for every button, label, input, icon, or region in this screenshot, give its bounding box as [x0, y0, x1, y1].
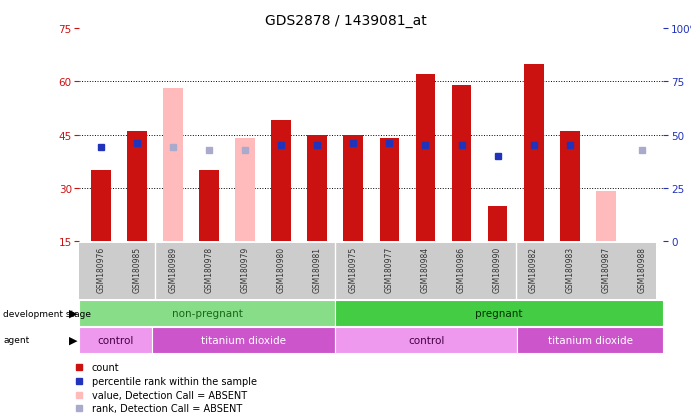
Text: GSM180988: GSM180988	[637, 247, 646, 292]
Text: GSM180979: GSM180979	[240, 247, 249, 292]
Bar	[596, 192, 616, 242]
Text: titanium dioxide: titanium dioxide	[201, 335, 286, 345]
Text: non-pregnant: non-pregnant	[172, 308, 243, 318]
Text: GSM180980: GSM180980	[277, 247, 286, 292]
Text: GSM180989: GSM180989	[169, 247, 178, 292]
Bar	[343, 135, 363, 242]
Text: GSM180983: GSM180983	[565, 247, 574, 292]
Bar	[524, 64, 544, 242]
Text: pregnant: pregnant	[475, 308, 523, 318]
Text: control: control	[97, 335, 134, 345]
Text: GSM180982: GSM180982	[529, 247, 538, 292]
Bar	[452, 85, 471, 242]
Bar	[415, 75, 435, 242]
Text: titanium dioxide: titanium dioxide	[548, 335, 633, 345]
Text: GDS2878 / 1439081_at: GDS2878 / 1439081_at	[265, 14, 426, 28]
Text: GSM180987: GSM180987	[601, 247, 610, 292]
Text: ▶: ▶	[69, 335, 77, 345]
Bar	[335, 327, 518, 353]
Text: ▶: ▶	[69, 308, 77, 318]
Text: GSM180985: GSM180985	[133, 247, 142, 292]
Text: GSM180984: GSM180984	[421, 247, 430, 292]
Bar	[79, 327, 153, 353]
Bar	[560, 132, 580, 242]
Text: GSM180990: GSM180990	[493, 247, 502, 292]
Bar	[307, 135, 328, 242]
Bar	[518, 327, 663, 353]
Text: control: control	[408, 335, 444, 345]
Bar	[79, 300, 335, 326]
Text: GSM180976: GSM180976	[97, 247, 106, 292]
Text: GSM180975: GSM180975	[349, 247, 358, 292]
Text: GSM180981: GSM180981	[313, 247, 322, 292]
Bar	[163, 89, 183, 242]
Text: GSM180977: GSM180977	[385, 247, 394, 292]
Bar	[91, 171, 111, 242]
Bar	[199, 171, 219, 242]
Bar	[379, 139, 399, 242]
Bar	[236, 139, 255, 242]
Text: development stage: development stage	[3, 309, 91, 318]
Bar	[272, 121, 291, 242]
Text: rank, Detection Call = ABSENT: rank, Detection Call = ABSENT	[92, 404, 242, 413]
Text: agent: agent	[3, 335, 30, 344]
Bar	[488, 206, 507, 242]
Bar	[127, 132, 147, 242]
Bar	[153, 327, 335, 353]
Text: GSM180978: GSM180978	[205, 247, 214, 292]
Bar	[335, 300, 663, 326]
Text: value, Detection Call = ABSENT: value, Detection Call = ABSENT	[92, 390, 247, 400]
Text: GSM180986: GSM180986	[457, 247, 466, 292]
Text: percentile rank within the sample: percentile rank within the sample	[92, 376, 257, 386]
Text: count: count	[92, 363, 120, 373]
